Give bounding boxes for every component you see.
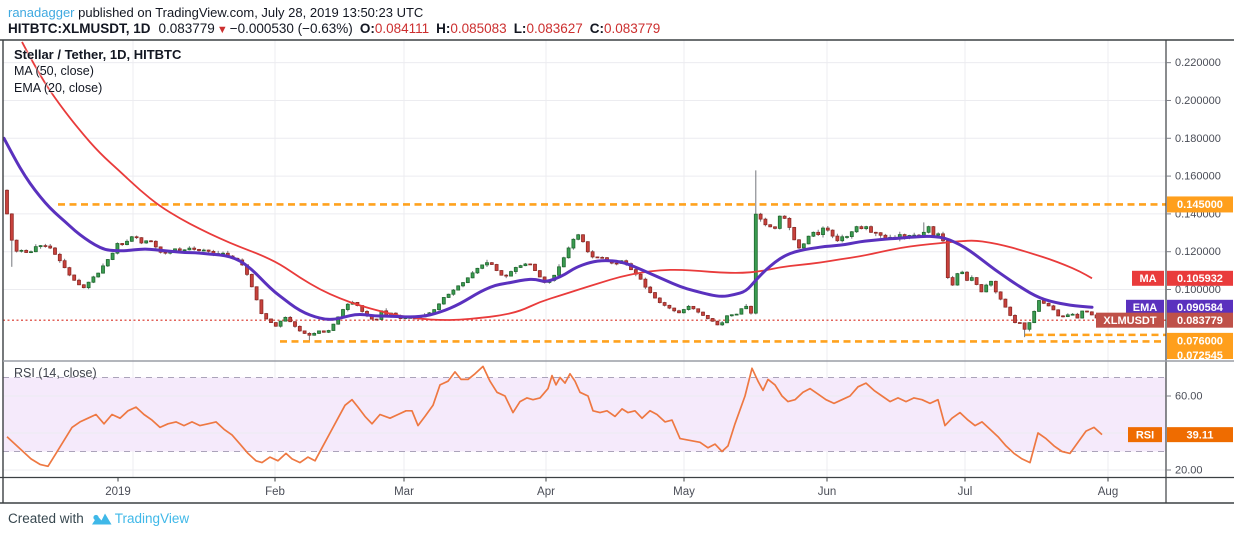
down-triangle-icon: ▼	[216, 24, 228, 36]
level-price-badge	[1167, 332, 1233, 349]
chart-frame	[0, 39, 1234, 504]
legend-rsi[interactable]: RSI (14, close)	[14, 366, 97, 380]
rsi-value-badge	[1167, 427, 1233, 443]
time-tick-label: Aug	[1098, 486, 1118, 498]
byline-text: published on TradingView.com, July 28, 2…	[74, 5, 424, 20]
high-label: H:	[436, 21, 451, 36]
low-label: L:	[513, 21, 527, 36]
time-tick-label: Feb	[265, 486, 285, 498]
low-value: 0.083627	[526, 21, 583, 36]
price-tick-label: 0.180000	[1175, 133, 1221, 145]
price-tick-label: 0.160000	[1175, 171, 1221, 183]
rsi-line	[6, 365, 1103, 468]
price-change: −0.000530 (−0.63%)	[229, 21, 353, 36]
legend-ema20[interactable]: EMA (20, close)	[14, 81, 103, 95]
symbol-badge	[1096, 312, 1164, 328]
footer: Created with TradingView	[8, 511, 189, 526]
time-tick-label: Jun	[818, 486, 837, 498]
price-tick-label: 0.100000	[1175, 284, 1221, 296]
time-tick-label: Jul	[958, 486, 973, 498]
ma-badge-text: MA	[1139, 273, 1156, 285]
high-value: 0.085083	[450, 21, 507, 36]
level-price-badge-text: 0.076000	[1177, 336, 1223, 348]
last-price-badge-text: 0.083779	[1177, 315, 1223, 327]
level-price-badge	[1167, 196, 1233, 213]
ma-price-badge-text: 0.105932	[1177, 273, 1223, 285]
time-axis[interactable]: 2019 Feb Mar Apr May Jun Jul Aug	[105, 477, 1118, 499]
axis-badges: 0.145000 0.076000 0.072545 0.105932 0.090584…	[1167, 196, 1233, 362]
level-price-badge-text: 0.145000	[1177, 199, 1223, 211]
created-with-text: Created with	[8, 511, 84, 526]
close-label: C:	[589, 21, 604, 36]
time-tick-label: Mar	[394, 486, 414, 498]
ema20-line	[3, 136, 1094, 321]
rsi-badge-text: RSI	[1136, 429, 1154, 441]
symbol-title: HITBTC:XLMUSDT, 1D	[8, 21, 151, 36]
level-price-badge-text: 0.072545	[1177, 350, 1223, 362]
level-lines	[58, 203, 1166, 343]
price-tick-label: 0.220000	[1175, 57, 1221, 69]
level-price-badge	[1167, 347, 1233, 359]
rsi-band	[3, 377, 1166, 471]
ema-price-badge-text: 0.090584	[1177, 302, 1224, 314]
close-value: 0.083779	[604, 21, 661, 36]
tradingview-logo-icon	[91, 513, 112, 525]
rsi-badge	[1128, 427, 1162, 443]
byline: ranadagger published on TradingView.com,…	[8, 5, 423, 20]
last-price: 0.083779	[158, 21, 215, 36]
price-tick-label: 0.200000	[1175, 95, 1221, 107]
ma50-line	[21, 41, 1093, 321]
open-label: O:	[359, 21, 375, 36]
symbol-ohlc-bar: HITBTC:XLMUSDT, 1D 0.083779 ▼ −0.000530 (−0…	[8, 21, 660, 36]
chart-legend-title[interactable]: Stellar / Tether, 1D, HITBTC	[14, 47, 182, 62]
time-tick-label: May	[673, 486, 695, 498]
price-axis[interactable]: 0.2200000.2000000.1800000.1600000.140000…	[1166, 57, 1221, 477]
time-tick-label: 2019	[105, 486, 131, 498]
ema-price-badge	[1167, 299, 1233, 315]
price-gridlines	[3, 62, 1166, 291]
rsi-tick-label: 20.00	[1175, 465, 1203, 477]
ma-badge	[1132, 270, 1164, 286]
rsi-axis-badge: 39.11	[1167, 427, 1233, 443]
legend-ma50[interactable]: MA (50, close)	[14, 64, 94, 78]
open-value: 0.084111	[374, 21, 430, 36]
username-link[interactable]: ranadagger	[8, 5, 75, 20]
last-price-badge	[1167, 312, 1233, 328]
candlestick-series[interactable]	[5, 170, 1104, 342]
ma-price-badge	[1167, 270, 1233, 286]
time-tick-label: Apr	[537, 486, 555, 498]
ema-badge-text: EMA	[1133, 302, 1158, 314]
rsi-tick-label: 60.00	[1175, 391, 1203, 403]
vertical-gridlines	[132, 40, 1109, 478]
symbol-badge-text: XLMUSDT	[1103, 315, 1156, 327]
price-tick-label: 0.120000	[1175, 246, 1221, 258]
tradingview-link[interactable]: TradingView	[114, 511, 190, 526]
rsi-value-badge-text: 39.11	[1187, 429, 1214, 441]
ema-badge	[1126, 299, 1164, 315]
